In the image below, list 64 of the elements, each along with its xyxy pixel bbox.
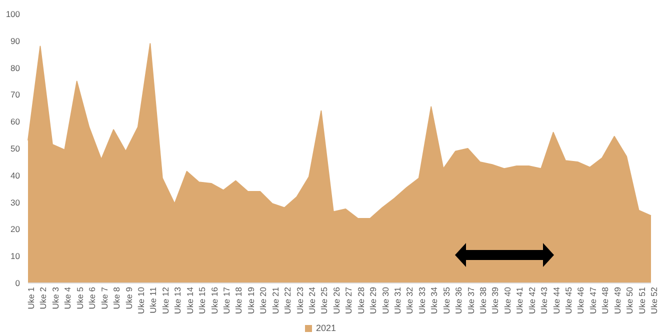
- x-tick-label: Uke 21: [270, 286, 280, 314]
- x-tick-label: Uke 51: [636, 286, 647, 314]
- x-tick-label: Uke 33: [416, 286, 427, 314]
- x-tick-label: Uke 12: [160, 286, 170, 314]
- x-tick-label: Uke 42: [526, 286, 537, 314]
- y-tick-label: 100: [6, 9, 20, 20]
- x-tick-label: Uke 7: [99, 286, 110, 310]
- x-tick-label: Uke 45: [564, 286, 574, 314]
- y-tick-label: 70: [10, 90, 20, 100]
- x-tick-label: Uke 23: [294, 286, 305, 314]
- x-tick-label: Uke 10: [136, 286, 146, 314]
- x-tick-label: Uke 52: [649, 286, 660, 314]
- x-tick-label: Uke 50: [624, 286, 635, 314]
- x-tick-label: Uke 38: [478, 286, 488, 314]
- x-tick-label: Uke 46: [576, 286, 586, 314]
- x-tick-label: Uke 9: [124, 286, 134, 310]
- x-tick-label: Uke 40: [502, 286, 512, 314]
- x-tick-label: Uke 11: [148, 286, 158, 314]
- x-tick-label: Uke 39: [490, 286, 500, 314]
- x-tick-label: Uke 47: [588, 286, 598, 314]
- y-tick-label: 80: [10, 62, 20, 73]
- x-tick-label: Uke 37: [466, 286, 476, 314]
- x-tick-label: Uke 31: [392, 286, 403, 314]
- x-tick-label: Uke 30: [380, 286, 390, 314]
- x-tick-label: Uke 48: [600, 286, 610, 314]
- x-tick-label: Uke 6: [87, 286, 98, 310]
- x-tick-label: Uke 8: [112, 286, 122, 310]
- x-tick-label: Uke 28: [356, 286, 366, 314]
- y-tick-label: 0: [15, 278, 20, 288]
- x-tick-label: Uke 26: [331, 286, 342, 314]
- x-tick-label: Uke 4: [62, 286, 73, 310]
- x-tick-label: Uke 24: [306, 286, 317, 314]
- x-tick-label: Uke 18: [234, 286, 244, 314]
- x-tick-label: Uke 17: [221, 286, 232, 314]
- x-tick-label: Uke 25: [319, 286, 330, 314]
- y-tick-label: 40: [10, 170, 20, 180]
- x-tick-label: Uke 2: [38, 286, 48, 310]
- x-tick-label: Uke 44: [551, 286, 562, 314]
- y-tick-label: 20: [10, 224, 20, 234]
- y-tick-label: 30: [10, 197, 20, 208]
- x-tick-label: Uke 20: [258, 286, 268, 314]
- y-tick-label: 60: [10, 116, 20, 127]
- x-tick-label: Uke 1: [26, 286, 36, 310]
- x-tick-label: Uke 3: [50, 286, 60, 310]
- x-tick-label: Uke 16: [209, 286, 220, 314]
- x-tick-label: Uke 19: [246, 286, 256, 314]
- x-tick-label: Uke 15: [197, 286, 208, 314]
- y-tick-label: 50: [10, 144, 20, 154]
- x-tick-label: Uke 5: [74, 286, 85, 310]
- x-tick-label: Uke 36: [454, 286, 464, 314]
- x-tick-label: Uke 43: [539, 286, 550, 314]
- x-tick-label: Uke 41: [514, 286, 525, 314]
- y-tick-label: 10: [10, 251, 20, 262]
- x-tick-label: Uke 32: [404, 286, 415, 314]
- x-tick-label: Uke 34: [429, 286, 440, 314]
- x-tick-label: Uke 35: [441, 286, 452, 314]
- x-tick-label: Uke 29: [368, 286, 378, 314]
- x-tick-label: Uke 14: [184, 286, 195, 314]
- x-tick-label: Uke 22: [282, 286, 293, 314]
- y-tick-label: 90: [10, 36, 20, 46]
- x-tick-label: Uke 49: [612, 286, 622, 314]
- x-tick-label: Uke 13: [172, 286, 183, 314]
- legend-label: 2021: [316, 323, 336, 333]
- x-tick-label: Uke 27: [344, 286, 354, 314]
